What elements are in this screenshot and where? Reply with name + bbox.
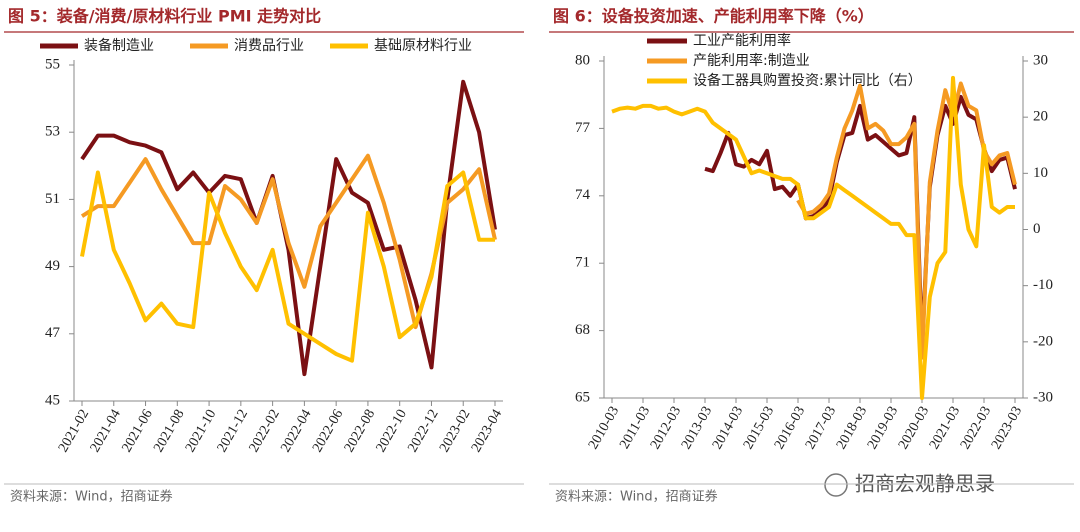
legend-label: 基础原材料行业: [374, 37, 472, 54]
y2-tick-label: -30: [1033, 389, 1053, 405]
legend-label: 工业产能利用率: [693, 32, 791, 49]
y-tick-label: 71: [575, 255, 590, 271]
y-tick-label: 80: [575, 52, 590, 68]
y2-tick-label: 20: [1033, 109, 1048, 125]
y-tick-label: 53: [45, 124, 60, 140]
legend-label: 装备制造业: [84, 37, 154, 54]
y-tick-label: 51: [45, 191, 60, 207]
legend-label: 设备工器具购置投资:累计同比（右）: [693, 72, 922, 89]
chart-title: 图 5：装备/消费/原材料行业 PMI 走势对比: [8, 7, 321, 26]
source: 资料来源：Wind，招商证券: [10, 489, 173, 505]
source: 资料来源：Wind，招商证券: [555, 489, 718, 505]
y2-tick-label: 10: [1033, 165, 1048, 181]
legend-label: 消费品行业: [234, 38, 304, 54]
legend-label: 产能利用率:制造业: [693, 52, 810, 69]
y-tick-label: 47: [45, 325, 61, 341]
y2-tick-label: -20: [1033, 333, 1053, 349]
watermark-icon: [824, 473, 848, 497]
y2-tick-label: 0: [1033, 221, 1041, 237]
y-tick-label: 49: [45, 258, 60, 274]
x-tick-label: 2023-04: [469, 407, 505, 455]
series-line: [611, 75, 1015, 400]
y-tick-label: 55: [45, 56, 60, 72]
y-tick-label: 74: [575, 187, 591, 203]
series-line: [80, 153, 497, 330]
series-line: [80, 170, 495, 363]
y2-tick-label: 30: [1033, 52, 1048, 68]
y-tick-label: 68: [575, 322, 590, 338]
x-tick-label: 2023-03: [989, 404, 1025, 452]
series-line: [704, 94, 1017, 349]
series-line: [796, 81, 1017, 360]
y2-tick-label: -10: [1033, 277, 1053, 293]
y-tick-label: 45: [45, 392, 60, 408]
chart-title: 图 6：设备投资加速、产能利用率下降（%）: [553, 7, 874, 26]
y-tick-label: 77: [575, 120, 591, 136]
series-line: [80, 79, 497, 377]
y-tick-label: 65: [575, 389, 590, 405]
